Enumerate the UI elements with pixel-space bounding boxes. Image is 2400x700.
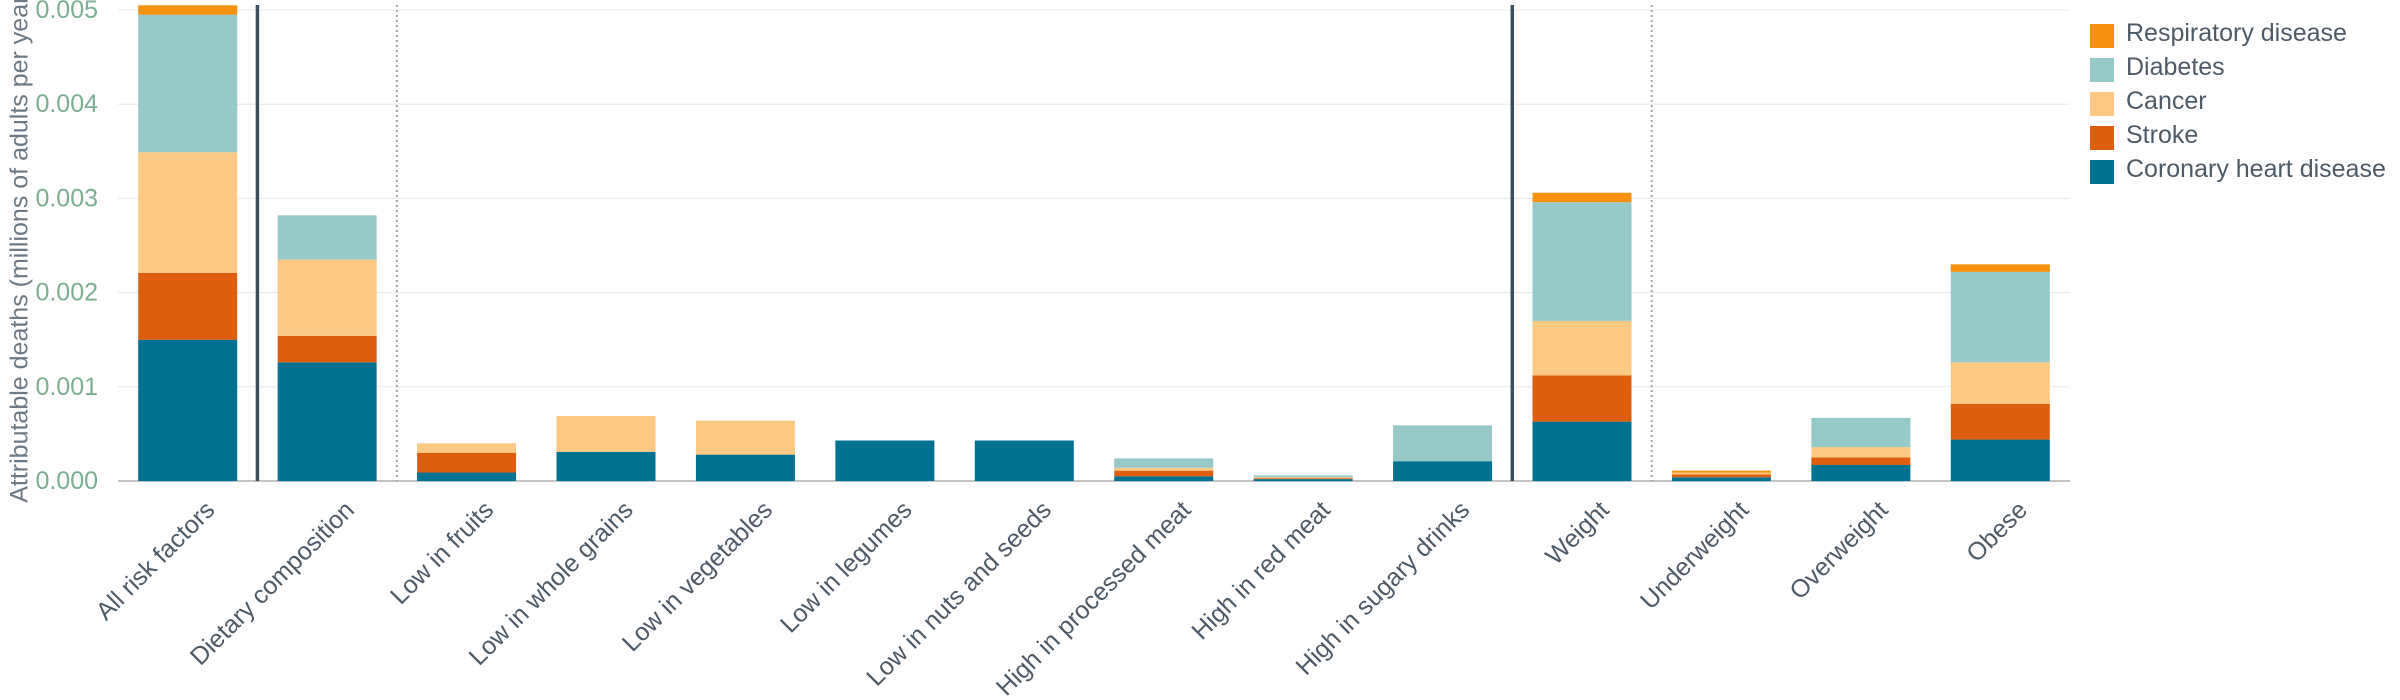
bar-segment[interactable] [1811,457,1911,465]
bar-segment[interactable] [277,362,377,481]
legend-swatch [2090,92,2114,116]
bar-segment[interactable] [1532,202,1632,321]
y-tick-label: 0.003 [35,184,98,212]
bar-segment[interactable] [1671,470,1771,473]
bar-segment[interactable] [277,335,377,363]
legend-swatch [2090,24,2114,48]
legend-label: Diabetes [2126,53,2225,81]
bar-segment[interactable] [1393,425,1493,462]
bar-segment[interactable] [1950,264,2050,272]
x-tick-label: All risk factors [91,496,221,626]
x-tick-label: High in red meat [1186,496,1336,646]
x-tick-label: Underweight [1635,496,1754,615]
bar-segment[interactable] [138,5,238,15]
bar-segment[interactable] [1671,472,1771,475]
bar-segment[interactable] [1253,477,1353,479]
y-tick-label: 0.002 [35,279,98,307]
y-axis-label: Attributable deaths (millions of adults … [5,0,34,503]
x-tick-label: Overweight [1784,496,1893,605]
legend-label: Respiratory disease [2126,19,2347,47]
bar-segment[interactable] [695,454,795,481]
bar-segment[interactable] [138,339,238,481]
y-tick-label: 0.000 [35,467,98,495]
legend-label: Coronary heart disease [2126,155,2386,183]
bar-segment[interactable] [1532,320,1632,376]
bar-segment[interactable] [1671,474,1771,478]
bar-segment[interactable] [277,259,377,336]
bar-segment[interactable] [1532,421,1632,481]
x-tick-label: Weight [1540,496,1615,571]
bar-segment[interactable] [417,443,517,453]
bar-segment[interactable] [1253,479,1353,481]
bar-segment[interactable] [138,272,238,340]
bar-segment[interactable] [1950,403,2050,440]
bar-segment[interactable] [1114,467,1214,471]
legend-label: Cancer [2126,87,2207,115]
legend-swatch [2090,160,2114,184]
y-axis-label-wrap: Attributable deaths (millions of adults … [0,0,40,503]
legend-swatch [2090,126,2114,150]
bar-segment[interactable] [1950,271,2050,363]
x-tick-label: Low in fruits [385,496,499,610]
bar-segment[interactable] [138,152,238,273]
bar-segment[interactable] [1811,417,1911,448]
bar-segment[interactable] [556,451,656,481]
bar-segment[interactable] [1811,447,1911,458]
bar-segment[interactable] [1114,470,1214,477]
bar-segment[interactable] [1950,362,2050,404]
bar-segment[interactable] [1253,475,1353,478]
x-tick-label: Low in legumes [775,496,918,639]
y-tick-label: 0.005 [35,0,98,24]
bar-segment[interactable] [1253,478,1353,480]
legend-swatch [2090,58,2114,82]
bar-segment[interactable] [417,472,517,481]
bar-segment[interactable] [417,452,517,473]
bar-segment[interactable] [1671,477,1771,481]
bar-segment[interactable] [695,420,795,455]
bar-segment[interactable] [138,14,238,153]
x-tick-label: Low in vegetables [617,496,778,657]
bar-segment[interactable] [1532,375,1632,422]
y-tick-label: 0.004 [35,90,98,118]
legend-label: Stroke [2126,121,2199,149]
bar-segment[interactable] [1393,461,1493,481]
bar-segment[interactable] [1532,192,1632,203]
bar-segment[interactable] [974,440,1074,481]
y-tick-label: 0.001 [35,373,98,401]
x-tick-label: Obese [1961,496,2033,568]
bar-segment[interactable] [835,440,935,481]
bar-segment[interactable] [1114,458,1214,468]
bar-segment[interactable] [556,416,656,452]
bar-segment[interactable] [1811,464,1911,481]
bar-segment[interactable] [1950,439,2050,481]
bar-segment[interactable] [277,215,377,260]
bar-segment[interactable] [1114,476,1214,481]
